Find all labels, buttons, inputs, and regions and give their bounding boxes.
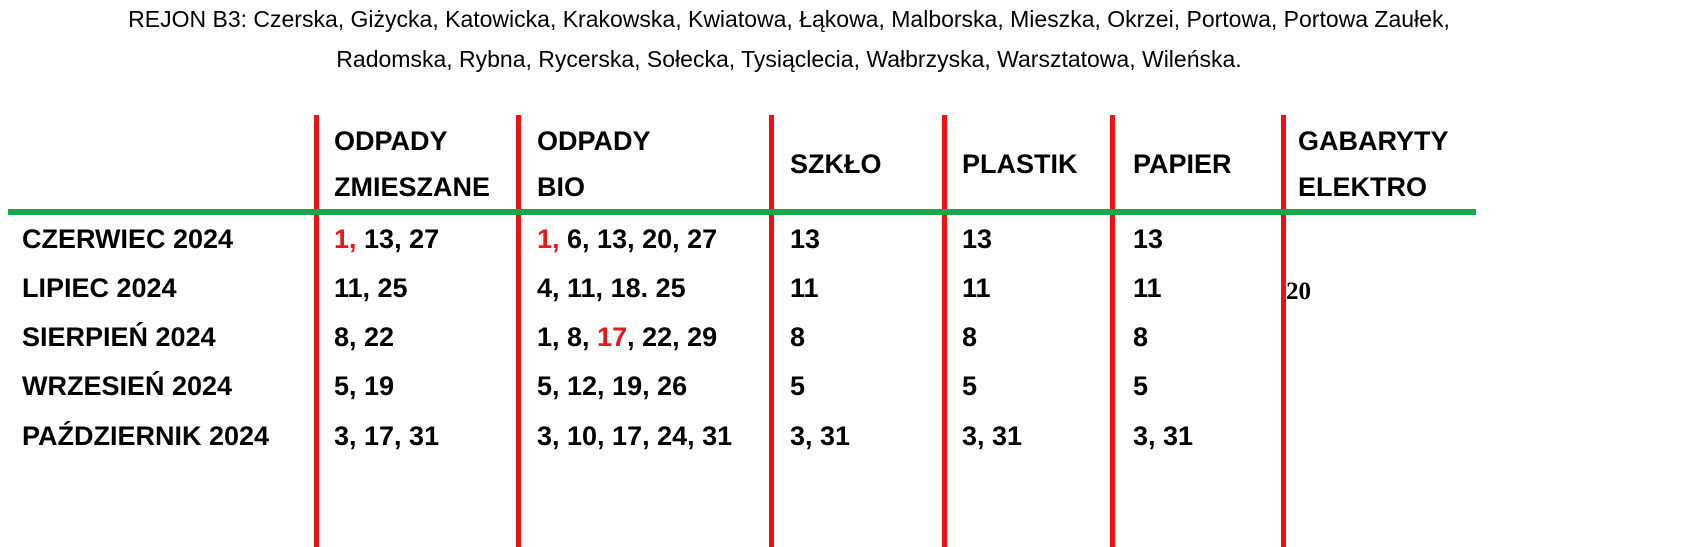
highlighted-date: 1, bbox=[537, 224, 560, 254]
collection-dates: 3, 10, 17, 24, 31 bbox=[537, 421, 732, 452]
highlighted-date: 17 bbox=[597, 322, 628, 352]
month-label: WRZESIEŃ 2024 bbox=[22, 371, 233, 401]
column-divider bbox=[942, 115, 947, 547]
region-streets-line1: REJON B3: Czerska, Giżycka, Katowicka, K… bbox=[128, 6, 1450, 32]
date-text: 8 bbox=[1133, 322, 1149, 352]
date-text: 11 bbox=[962, 273, 991, 303]
header-divider bbox=[8, 209, 1476, 215]
region-streets-line2: Radomska, Rybna, Rycerska, Sołecka, Tysi… bbox=[336, 46, 1242, 72]
collection-dates: 3, 17, 31 bbox=[334, 421, 439, 452]
date-text: 3, 10, 17, 24, 31 bbox=[537, 421, 733, 451]
column-header-line: ODPADY bbox=[334, 126, 448, 156]
column-header-line: PLASTIK bbox=[962, 149, 1078, 179]
collection-dates: 5 bbox=[1133, 371, 1148, 402]
date-text: 11 bbox=[1133, 273, 1162, 303]
collection-dates: 11, 25 bbox=[334, 273, 408, 304]
column-divider bbox=[1110, 115, 1115, 547]
collection-dates: 8 bbox=[962, 322, 977, 353]
collection-dates: 20 bbox=[1286, 275, 1311, 306]
date-text: 3, 31 bbox=[1133, 421, 1194, 451]
column-divider bbox=[1281, 115, 1286, 547]
collection-dates: 5, 19 bbox=[334, 371, 394, 402]
date-text: 13 bbox=[1133, 224, 1164, 254]
column-header: PLASTIK bbox=[962, 141, 1078, 187]
column-header-line: ZMIESZANE bbox=[334, 172, 491, 202]
date-text: 13 bbox=[962, 224, 993, 254]
collection-dates: 8, 22 bbox=[334, 322, 394, 353]
date-text: 5 bbox=[962, 371, 978, 401]
column-header: GABARYTY ELEKTRO bbox=[1298, 118, 1449, 210]
date-text: 5 bbox=[1133, 371, 1149, 401]
collection-dates: 1, 13, 27 bbox=[334, 224, 439, 255]
date-text: 8, 22 bbox=[334, 322, 395, 352]
collection-dates: 1, 8, 17, 22, 29 bbox=[537, 322, 717, 353]
collection-dates: 4, 11, 18. 25 bbox=[537, 273, 686, 304]
collection-dates: 11 bbox=[1133, 273, 1162, 304]
collection-dates: 1, 6, 13, 20, 27 bbox=[537, 224, 717, 255]
collection-dates: 8 bbox=[790, 322, 805, 353]
collection-dates: 11 bbox=[790, 273, 819, 304]
collection-dates: 5 bbox=[790, 371, 805, 402]
date-text: 11 bbox=[790, 273, 819, 303]
collection-dates: 3, 31 bbox=[790, 421, 850, 452]
collection-dates: 3, 31 bbox=[962, 421, 1022, 452]
month-label: SIERPIEŃ 2024 bbox=[22, 322, 216, 352]
date-text: 3, 31 bbox=[790, 421, 851, 451]
month-label: CZERWIEC 2024 bbox=[22, 224, 234, 254]
collection-dates: 5 bbox=[962, 371, 977, 402]
date-text: 6, 13, 20, 27 bbox=[559, 224, 718, 254]
date-text: 1, 8, bbox=[537, 322, 598, 352]
column-divider bbox=[769, 115, 774, 547]
date-text: 8 bbox=[962, 322, 978, 352]
date-text: 5 bbox=[790, 371, 806, 401]
date-text: , 22, 29 bbox=[627, 322, 718, 352]
collection-dates: 3, 31 bbox=[1133, 421, 1193, 452]
collection-dates: 13 bbox=[790, 224, 820, 255]
date-text: 3, 17, 31 bbox=[334, 421, 440, 451]
date-text: 20 bbox=[1286, 278, 1311, 305]
column-header-line: ELEKTRO bbox=[1298, 172, 1428, 202]
month-label: LIPIEC 2024 bbox=[22, 273, 177, 303]
month-label: PAŹDZIERNIK 2024 bbox=[22, 421, 270, 451]
column-header: ODPADY ZMIESZANE bbox=[334, 118, 490, 210]
date-text: 5, 19 bbox=[334, 371, 395, 401]
date-text: 5, 12, 19, 26 bbox=[537, 371, 688, 401]
date-text: 4, 11, 18. 25 bbox=[537, 273, 686, 303]
column-header: SZKŁO bbox=[790, 141, 882, 187]
column-header: PAPIER bbox=[1133, 141, 1232, 187]
column-header-line: BIO bbox=[537, 172, 586, 202]
collection-dates: 11 bbox=[962, 273, 991, 304]
date-text: 3, 31 bbox=[962, 421, 1023, 451]
column-header-line: PAPIER bbox=[1133, 149, 1232, 179]
column-header-line: GABARYTY bbox=[1298, 126, 1449, 156]
date-text: 13 bbox=[790, 224, 821, 254]
column-header-line: SZKŁO bbox=[790, 149, 882, 179]
collection-dates: 5, 12, 19, 26 bbox=[537, 371, 687, 402]
collection-dates: 8 bbox=[1133, 322, 1148, 353]
column-header: ODPADY BIO bbox=[537, 118, 651, 210]
date-text: 11, 25 bbox=[334, 273, 408, 303]
column-divider bbox=[516, 115, 521, 547]
date-text: 13, 27 bbox=[356, 224, 440, 254]
collection-dates: 13 bbox=[962, 224, 992, 255]
date-text: 8 bbox=[790, 322, 806, 352]
collection-dates: 13 bbox=[1133, 224, 1163, 255]
highlighted-date: 1, bbox=[334, 224, 357, 254]
column-header-line: ODPADY bbox=[537, 126, 651, 156]
column-divider bbox=[314, 115, 319, 547]
